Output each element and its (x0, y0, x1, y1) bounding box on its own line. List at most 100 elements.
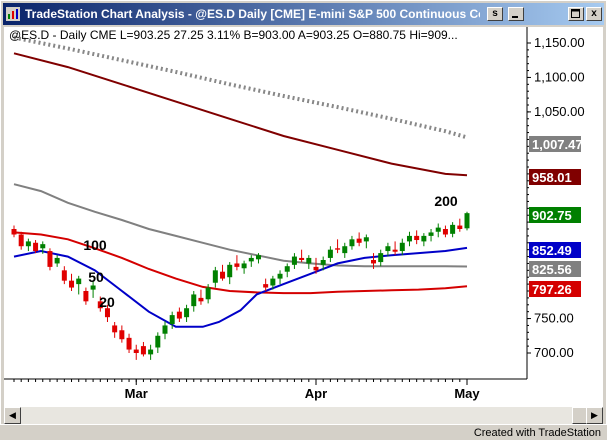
y-tick-label: 750.00 (534, 311, 574, 326)
candle-body (198, 297, 204, 302)
price-tag (529, 169, 581, 185)
chart-area[interactable]: 1,150.00 1,100.00 1,050.00 750.00 700.00 Mar A… (4, 27, 603, 408)
status-ask: A=903.25 (297, 28, 350, 42)
arrow-left-icon: ◀ (9, 410, 16, 420)
candle-body (33, 242, 39, 252)
candle-body (234, 263, 240, 267)
price-tag-label: 852.49 (532, 243, 572, 258)
candle-body (414, 235, 420, 241)
candle-body (349, 239, 355, 247)
x-tick-label: May (454, 386, 480, 401)
candle-body (442, 229, 448, 235)
status-change: 27.25 (173, 28, 204, 42)
candle-body (18, 234, 24, 247)
candle-body (104, 308, 110, 318)
candle-body (61, 270, 67, 281)
candle-body (40, 244, 46, 249)
price-tag-label: 1,007.47 (532, 137, 583, 152)
status-last: L=903.25 (119, 28, 171, 42)
status-high: Hi=909... (409, 28, 458, 42)
candle-body (248, 257, 254, 262)
candle-body (176, 311, 182, 319)
ma-200-line (13, 52, 468, 177)
symbol-link-button[interactable]: s (487, 7, 503, 21)
candle-body (464, 213, 470, 229)
status-pct: 3.11% (206, 28, 241, 42)
ma-label-50: 50 (88, 269, 104, 285)
candle-body (90, 285, 96, 290)
scroll-right-button[interactable]: ▶ (586, 407, 603, 424)
maximize-icon (571, 9, 580, 18)
candle-body (378, 253, 384, 263)
candle-body (291, 256, 297, 265)
x-tick-label: Apr (305, 386, 327, 401)
candle-body (112, 325, 118, 333)
scroll-left-button[interactable]: ◀ (4, 407, 21, 424)
candle-body (162, 325, 168, 334)
window-title: TradeStation Chart Analysis - @ES.D Dail… (25, 7, 480, 21)
candle-body (126, 337, 132, 350)
ma-label-200: 200 (434, 193, 458, 209)
price-tag (529, 207, 581, 223)
candle-body (119, 330, 125, 340)
candle-body (327, 249, 333, 258)
status-open: O=880.75 (352, 28, 406, 42)
candle-body (83, 291, 89, 302)
y-tick-label: 1,050.00 (534, 104, 585, 119)
ma-50-line (13, 231, 468, 295)
candle-body (227, 264, 233, 278)
candle-body (356, 238, 362, 243)
footer-credit: Created with TradeStation (473, 427, 601, 439)
close-button[interactable]: x (586, 7, 602, 21)
status-bid: B=903.00 (243, 28, 296, 42)
ma-100-line (13, 183, 468, 268)
candle-body (169, 315, 175, 325)
price-tag (529, 242, 581, 258)
price-tag-label: 825.56 (532, 262, 572, 277)
candle-body (220, 271, 226, 279)
ma-20-line (13, 246, 468, 328)
y-tick-label: 1,100.00 (534, 69, 585, 84)
candle-body (320, 260, 326, 265)
price-tag-label: 797.26 (532, 282, 572, 297)
candle-body (277, 273, 283, 279)
candle-body (97, 301, 103, 309)
price-tag (529, 281, 581, 297)
status-symbol: @ES.D - Daily CME (9, 28, 117, 42)
candle-body (140, 346, 146, 355)
candle-body (241, 263, 247, 269)
candle-body (155, 335, 161, 348)
candle-body (184, 308, 190, 318)
chart-window: TradeStation Chart Analysis - @ES.D Dail… (0, 0, 607, 425)
candle-body (457, 225, 463, 229)
candle-body (385, 246, 391, 252)
candle-body (421, 235, 427, 242)
candle-body (76, 278, 82, 285)
candle-body (428, 232, 434, 236)
candle-body (435, 227, 441, 232)
candle-body (342, 246, 348, 254)
maximize-button[interactable] (568, 7, 584, 21)
candle-body (406, 235, 412, 242)
candle-body (392, 249, 398, 252)
candle-body (191, 294, 197, 307)
minimize-button[interactable] (508, 7, 524, 21)
candle-body (371, 260, 377, 264)
arrow-right-icon: ▶ (591, 410, 598, 420)
candle-body (205, 287, 211, 300)
ma-label-100: 100 (83, 237, 107, 253)
price-tag-label: 958.01 (532, 170, 572, 185)
horizontal-scrollbar[interactable]: ◀ ▶ (4, 407, 603, 424)
candle-body (133, 349, 139, 353)
title-bar[interactable]: TradeStation Chart Analysis - @ES.D Dail… (3, 3, 604, 25)
price-tag (529, 261, 581, 277)
candle-body (25, 241, 31, 247)
candle-body (255, 255, 261, 260)
candle-body (11, 229, 17, 235)
candle-body (212, 270, 218, 283)
price-chart[interactable]: 1,150.00 1,100.00 1,050.00 750.00 700.00 Mar A… (4, 27, 603, 408)
ma-label-20: 20 (99, 294, 115, 310)
candle-body (363, 237, 369, 242)
tradestation-app-icon (6, 7, 20, 21)
price-tag-label: 902.75 (532, 208, 572, 223)
